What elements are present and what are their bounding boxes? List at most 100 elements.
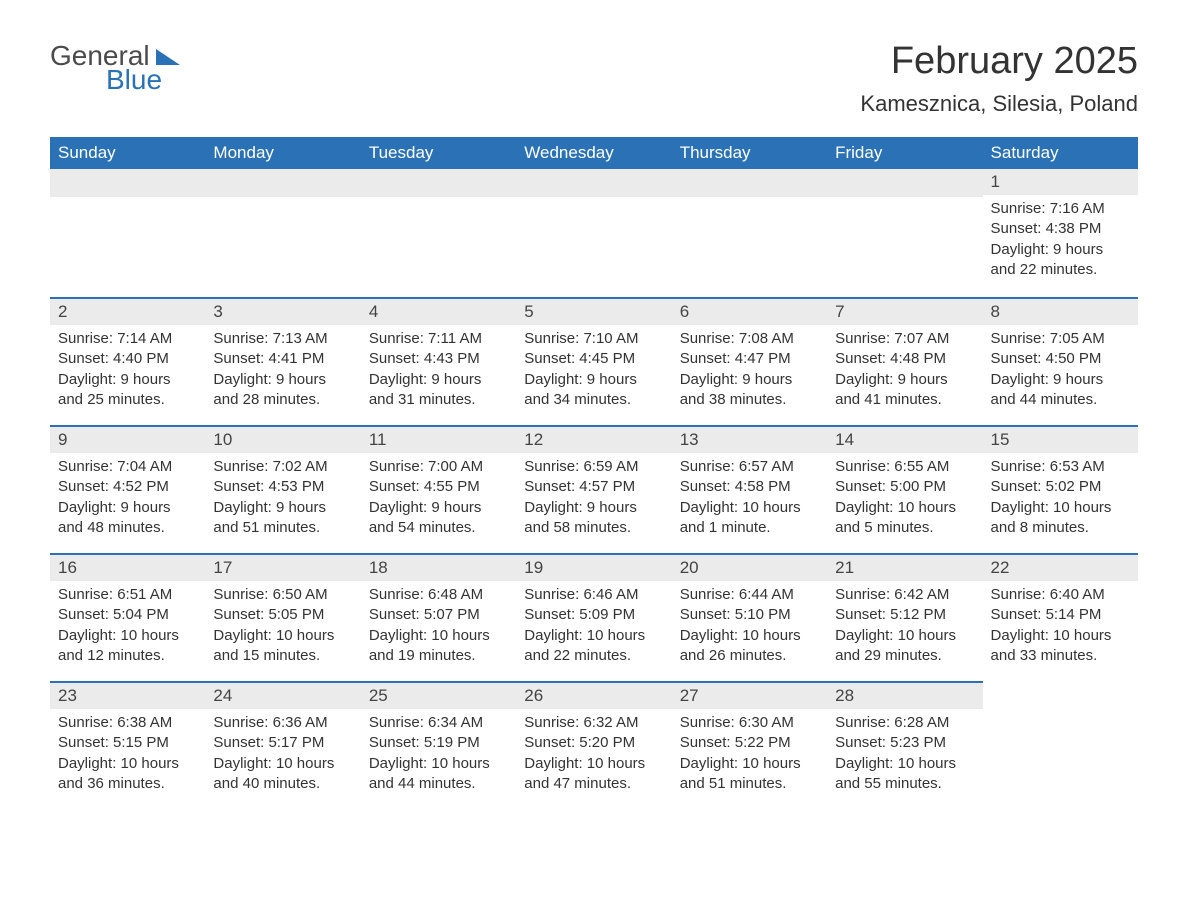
day-content: Sunrise: 6:34 AMSunset: 5:19 PMDaylight:… <box>361 709 516 802</box>
sunrise-text: Sunrise: 6:55 AM <box>835 457 974 477</box>
day-content: Sunrise: 7:02 AMSunset: 4:53 PMDaylight:… <box>205 453 360 546</box>
day-content: Sunrise: 6:38 AMSunset: 5:15 PMDaylight:… <box>50 709 205 802</box>
day-number: 28 <box>827 681 982 709</box>
day-number: 12 <box>516 425 671 453</box>
empty-day-header <box>827 169 982 197</box>
sunrise-text: Sunrise: 6:59 AM <box>524 457 663 477</box>
calendar-cell: 23Sunrise: 6:38 AMSunset: 5:15 PMDayligh… <box>50 681 205 809</box>
sunrise-text: Sunrise: 6:50 AM <box>213 585 352 605</box>
calendar-cell: 24Sunrise: 6:36 AMSunset: 5:17 PMDayligh… <box>205 681 360 809</box>
day-content: Sunrise: 7:13 AMSunset: 4:41 PMDaylight:… <box>205 325 360 418</box>
sunrise-text: Sunrise: 6:30 AM <box>680 713 819 733</box>
daylight-text: Daylight: 9 hours and 44 minutes. <box>991 370 1130 411</box>
calendar-cell: 4Sunrise: 7:11 AMSunset: 4:43 PMDaylight… <box>361 297 516 425</box>
calendar-cell: 14Sunrise: 6:55 AMSunset: 5:00 PMDayligh… <box>827 425 982 553</box>
calendar-table: SundayMondayTuesdayWednesdayThursdayFrid… <box>50 137 1138 809</box>
calendar-cell: 26Sunrise: 6:32 AMSunset: 5:20 PMDayligh… <box>516 681 671 809</box>
day-number: 10 <box>205 425 360 453</box>
day-content: Sunrise: 6:40 AMSunset: 5:14 PMDaylight:… <box>983 581 1138 674</box>
calendar-cell: 27Sunrise: 6:30 AMSunset: 5:22 PMDayligh… <box>672 681 827 809</box>
sunset-text: Sunset: 4:53 PM <box>213 477 352 497</box>
calendar-cell: 15Sunrise: 6:53 AMSunset: 5:02 PMDayligh… <box>983 425 1138 553</box>
day-number: 3 <box>205 297 360 325</box>
day-content: Sunrise: 6:50 AMSunset: 5:05 PMDaylight:… <box>205 581 360 674</box>
day-header: Saturday <box>983 137 1138 169</box>
calendar-cell <box>827 169 982 297</box>
day-number: 24 <box>205 681 360 709</box>
day-number: 25 <box>361 681 516 709</box>
sunrise-text: Sunrise: 7:08 AM <box>680 329 819 349</box>
daylight-text: Daylight: 10 hours and 36 minutes. <box>58 754 197 795</box>
day-number: 6 <box>672 297 827 325</box>
empty-day-header <box>50 169 205 197</box>
sunrise-text: Sunrise: 6:36 AM <box>213 713 352 733</box>
sunrise-text: Sunrise: 6:40 AM <box>991 585 1130 605</box>
empty-day-header <box>205 169 360 197</box>
day-content: Sunrise: 6:32 AMSunset: 5:20 PMDaylight:… <box>516 709 671 802</box>
daylight-text: Daylight: 9 hours and 41 minutes. <box>835 370 974 411</box>
sunrise-text: Sunrise: 7:10 AM <box>524 329 663 349</box>
sunset-text: Sunset: 5:14 PM <box>991 605 1130 625</box>
calendar-cell: 22Sunrise: 6:40 AMSunset: 5:14 PMDayligh… <box>983 553 1138 681</box>
daylight-text: Daylight: 9 hours and 54 minutes. <box>369 498 508 539</box>
sunset-text: Sunset: 4:41 PM <box>213 349 352 369</box>
daylight-text: Daylight: 10 hours and 1 minute. <box>680 498 819 539</box>
day-content: Sunrise: 6:28 AMSunset: 5:23 PMDaylight:… <box>827 709 982 802</box>
sunrise-text: Sunrise: 7:05 AM <box>991 329 1130 349</box>
day-content: Sunrise: 6:46 AMSunset: 5:09 PMDaylight:… <box>516 581 671 674</box>
sunrise-text: Sunrise: 6:28 AM <box>835 713 974 733</box>
sunset-text: Sunset: 4:48 PM <box>835 349 974 369</box>
calendar-cell: 10Sunrise: 7:02 AMSunset: 4:53 PMDayligh… <box>205 425 360 553</box>
day-header: Wednesday <box>516 137 671 169</box>
day-header: Sunday <box>50 137 205 169</box>
daylight-text: Daylight: 9 hours and 34 minutes. <box>524 370 663 411</box>
day-number: 14 <box>827 425 982 453</box>
daylight-text: Daylight: 10 hours and 33 minutes. <box>991 626 1130 667</box>
logo-text-blue: Blue <box>106 64 162 96</box>
day-content: Sunrise: 6:48 AMSunset: 5:07 PMDaylight:… <box>361 581 516 674</box>
day-number: 15 <box>983 425 1138 453</box>
sunset-text: Sunset: 4:40 PM <box>58 349 197 369</box>
calendar-cell <box>205 169 360 297</box>
sunrise-text: Sunrise: 6:48 AM <box>369 585 508 605</box>
daylight-text: Daylight: 10 hours and 15 minutes. <box>213 626 352 667</box>
day-number: 1 <box>983 169 1138 195</box>
calendar-cell: 13Sunrise: 6:57 AMSunset: 4:58 PMDayligh… <box>672 425 827 553</box>
sunset-text: Sunset: 4:43 PM <box>369 349 508 369</box>
day-content: Sunrise: 7:14 AMSunset: 4:40 PMDaylight:… <box>50 325 205 418</box>
calendar-cell: 25Sunrise: 6:34 AMSunset: 5:19 PMDayligh… <box>361 681 516 809</box>
calendar-week-row: 23Sunrise: 6:38 AMSunset: 5:15 PMDayligh… <box>50 681 1138 809</box>
sunset-text: Sunset: 4:47 PM <box>680 349 819 369</box>
location-subtitle: Kamesznica, Silesia, Poland <box>860 91 1138 117</box>
sunset-text: Sunset: 5:22 PM <box>680 733 819 753</box>
calendar-week-row: 16Sunrise: 6:51 AMSunset: 5:04 PMDayligh… <box>50 553 1138 681</box>
day-content: Sunrise: 6:57 AMSunset: 4:58 PMDaylight:… <box>672 453 827 546</box>
daylight-text: Daylight: 10 hours and 51 minutes. <box>680 754 819 795</box>
day-number: 19 <box>516 553 671 581</box>
calendar-cell: 17Sunrise: 6:50 AMSunset: 5:05 PMDayligh… <box>205 553 360 681</box>
day-number: 22 <box>983 553 1138 581</box>
day-content: Sunrise: 6:59 AMSunset: 4:57 PMDaylight:… <box>516 453 671 546</box>
sunset-text: Sunset: 5:19 PM <box>369 733 508 753</box>
sunrise-text: Sunrise: 7:14 AM <box>58 329 197 349</box>
empty-day-header <box>361 169 516 197</box>
sunset-text: Sunset: 4:38 PM <box>991 219 1130 239</box>
calendar-cell: 3Sunrise: 7:13 AMSunset: 4:41 PMDaylight… <box>205 297 360 425</box>
sunset-text: Sunset: 5:20 PM <box>524 733 663 753</box>
sunset-text: Sunset: 5:07 PM <box>369 605 508 625</box>
sunrise-text: Sunrise: 7:07 AM <box>835 329 974 349</box>
day-number: 17 <box>205 553 360 581</box>
calendar-cell <box>50 169 205 297</box>
sunrise-text: Sunrise: 6:34 AM <box>369 713 508 733</box>
sunset-text: Sunset: 5:17 PM <box>213 733 352 753</box>
calendar-cell <box>983 681 1138 809</box>
day-number: 26 <box>516 681 671 709</box>
sunset-text: Sunset: 5:12 PM <box>835 605 974 625</box>
day-content: Sunrise: 7:04 AMSunset: 4:52 PMDaylight:… <box>50 453 205 546</box>
calendar-cell: 16Sunrise: 6:51 AMSunset: 5:04 PMDayligh… <box>50 553 205 681</box>
month-title: February 2025 <box>860 40 1138 83</box>
sunrise-text: Sunrise: 6:32 AM <box>524 713 663 733</box>
day-content: Sunrise: 7:10 AMSunset: 4:45 PMDaylight:… <box>516 325 671 418</box>
empty-day-header <box>516 169 671 197</box>
sunset-text: Sunset: 4:50 PM <box>991 349 1130 369</box>
